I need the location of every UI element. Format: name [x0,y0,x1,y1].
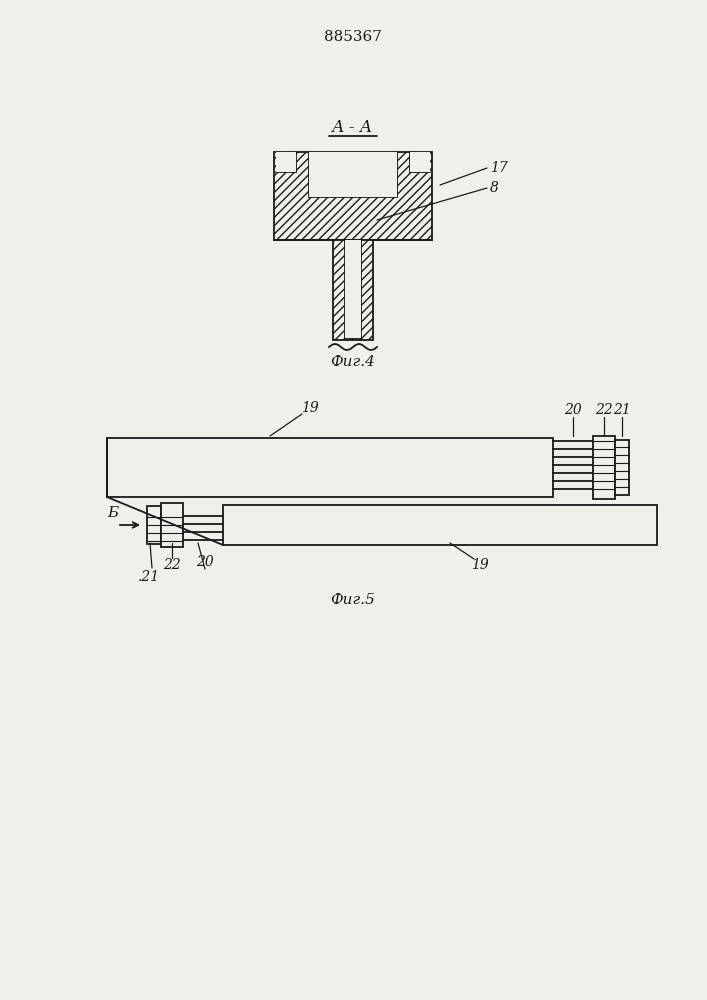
Text: 21: 21 [613,403,631,417]
Text: 8: 8 [490,181,499,195]
Text: А - А: А - А [332,119,374,136]
Bar [333,240,373,340]
Text: 17: 17 [490,161,508,175]
Text: 20: 20 [564,403,582,417]
Text: Фиг.5: Фиг.5 [331,593,375,607]
Bar [309,152,397,197]
Text: 22: 22 [163,558,181,572]
Bar [147,506,161,544]
Bar [615,440,629,495]
Bar [161,503,183,547]
Text: 22: 22 [595,403,613,417]
Bar [274,152,432,240]
Bar [593,436,615,499]
Bar [276,152,296,172]
Text: .21: .21 [138,570,160,584]
Bar [345,240,361,338]
Bar [410,152,430,172]
Text: 19: 19 [301,401,319,415]
Text: Б: Б [107,506,119,520]
Text: 20: 20 [196,555,214,569]
Text: Фиг.4: Фиг.4 [331,355,375,369]
Bar [223,505,657,545]
Text: 19: 19 [471,558,489,572]
Bar [107,438,553,497]
Text: 885367: 885367 [324,30,382,44]
